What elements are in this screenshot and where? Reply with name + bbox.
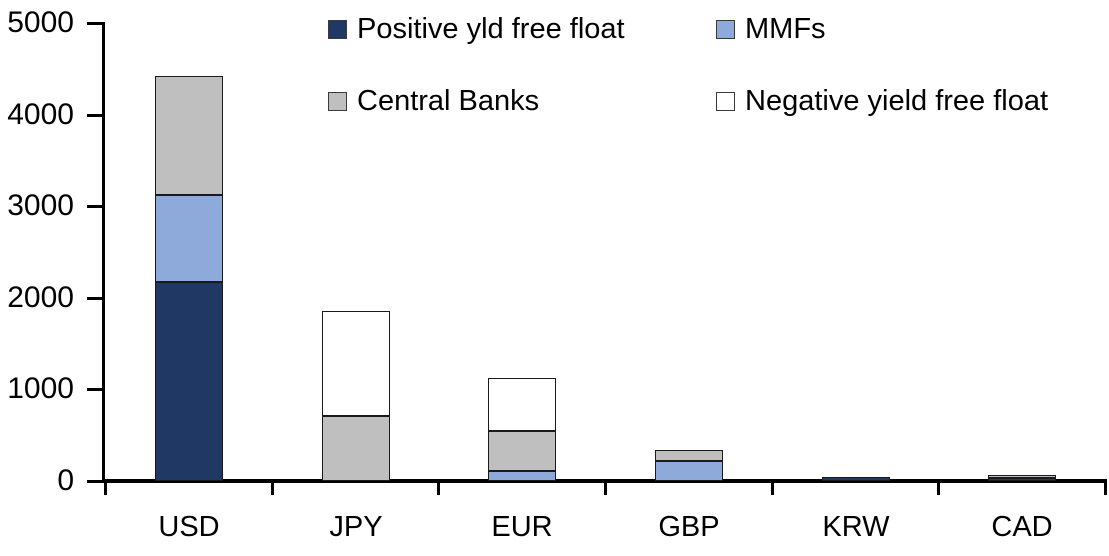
bar-segment: [488, 470, 557, 481]
bar-segment: [821, 476, 890, 481]
x-tick-mark: [770, 483, 774, 495]
legend-swatch-mmfs: [716, 19, 735, 39]
y-tick-label: 1000: [7, 372, 74, 405]
bar-segment: [988, 478, 1057, 481]
y-tick-label: 5000: [7, 6, 74, 39]
x-tick-mark: [1103, 483, 1107, 495]
y-axis-line: [102, 22, 105, 483]
x-category-label-eur: EUR: [491, 511, 553, 543]
legend-swatch-negative-yield-free-float: [716, 91, 735, 111]
legend-label: MMFs: [745, 13, 826, 45]
bar-segment: [155, 76, 223, 196]
legend-item-central-banks: Central Banks: [328, 83, 539, 119]
legend-label: Negative yield free float: [745, 85, 1049, 117]
bar-segment: [321, 310, 390, 416]
x-tick-mark: [437, 483, 441, 495]
x-category-label-jpy: JPY: [329, 511, 383, 543]
y-tick-mark: [87, 480, 102, 483]
y-tick-mark: [87, 113, 102, 117]
bar-segment: [155, 195, 223, 283]
x-tick-mark: [937, 483, 941, 495]
x-category-label-cad: CAD: [991, 511, 1053, 543]
bar-segment: [654, 460, 723, 481]
legend-item-negative-yield-free-float: Negative yield free float: [716, 83, 1048, 119]
y-tick-mark: [87, 296, 102, 300]
y-tick-label: 0: [57, 464, 74, 497]
bar-segment: [488, 378, 557, 432]
x-tick-mark: [270, 483, 274, 495]
x-axis-line: [102, 479, 1107, 483]
bar-segment: [654, 449, 723, 461]
y-tick-label: 4000: [7, 98, 74, 131]
x-category-label-usd: USD: [158, 511, 220, 543]
x-tick-mark: [604, 483, 608, 495]
legend-item-mmfs: MMFs: [716, 11, 826, 47]
legend-label: Positive yld free float: [357, 13, 625, 45]
y-tick-label: 3000: [7, 189, 74, 222]
legend-swatch-positive-yld-free-float: [328, 19, 347, 39]
y-tick-mark: [87, 22, 102, 25]
legend-swatch-central-banks: [328, 91, 347, 111]
x-category-label-krw: KRW: [822, 511, 890, 543]
y-tick-label: 2000: [7, 281, 74, 314]
bar-segment: [988, 474, 1057, 479]
legend-item-positive-yld-free-float: Positive yld free float: [328, 11, 625, 47]
y-tick-mark: [87, 205, 102, 209]
bar-segment: [488, 431, 557, 471]
x-category-label-gbp: GBP: [658, 511, 720, 543]
bar-segment: [321, 415, 390, 481]
bar-segment: [155, 282, 223, 481]
y-tick-mark: [87, 388, 102, 392]
x-tick-mark: [104, 483, 108, 495]
legend-label: Central Banks: [357, 85, 540, 117]
